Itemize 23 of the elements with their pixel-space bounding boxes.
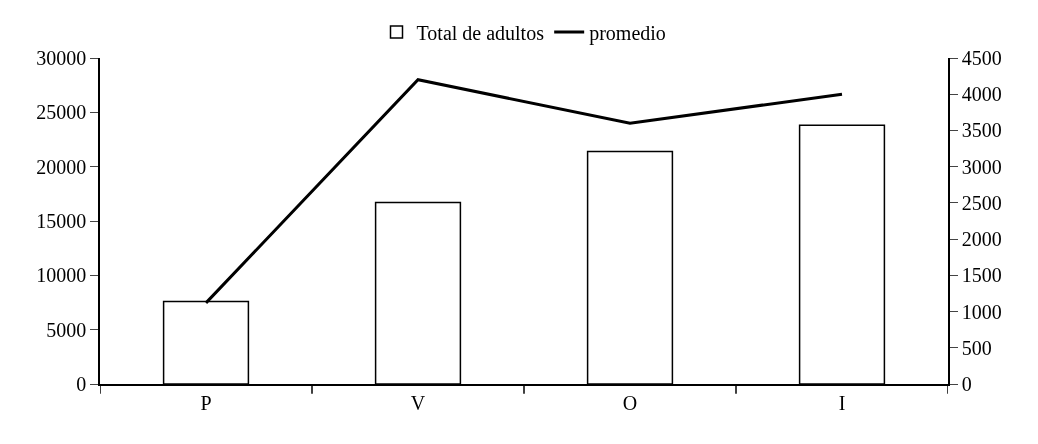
y-tick-label: 25000: [36, 101, 87, 124]
legend-label: Total de adultos: [416, 21, 545, 44]
x-tick-label: P: [200, 391, 212, 414]
y-tick-label: 30000: [36, 47, 87, 69]
y-tick-label: 5000: [46, 318, 87, 341]
y2-tick-label: 1000: [961, 300, 1002, 323]
x-tick-label: O: [622, 391, 638, 414]
y2-tick-label: 500: [961, 336, 992, 359]
y-tick-label: 0: [76, 373, 87, 395]
y2-tick-label: 4000: [961, 83, 1002, 106]
y-tick-label: 15000: [36, 210, 87, 232]
y2-tick-label: 3500: [961, 119, 1002, 142]
y2-tick-label: 4500: [961, 47, 1002, 69]
legend-label: promedio: [589, 21, 666, 45]
y2-tick-label: 3000: [961, 155, 1002, 178]
y-tick-label: 20000: [36, 155, 87, 178]
y2-tick-label: 1500: [961, 264, 1002, 287]
x-tick-label: I: [838, 391, 846, 414]
y2-tick-label: 0: [961, 373, 972, 395]
y2-tick-label: 2500: [961, 191, 1002, 214]
y2-tick-label: 2000: [961, 228, 1002, 251]
y-tick-label: 10000: [36, 264, 87, 287]
x-tick-label: V: [410, 391, 426, 414]
